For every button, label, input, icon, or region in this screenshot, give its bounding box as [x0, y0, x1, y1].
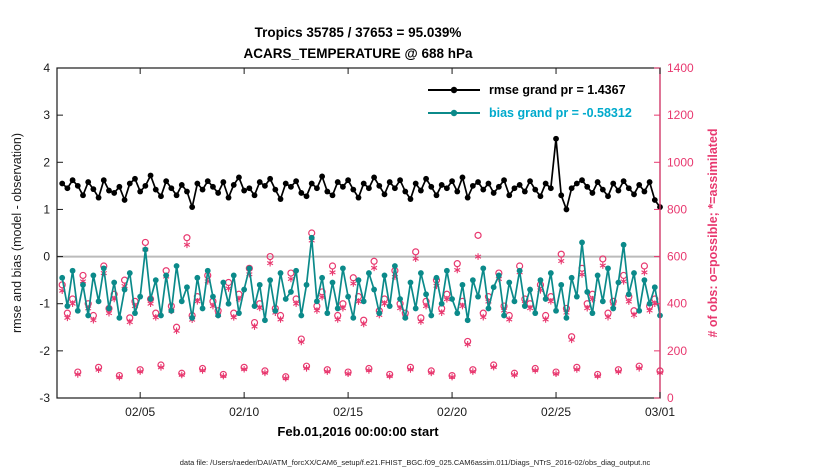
chart-title: Tropics 35785 / 37653 = 95.039% ACARS_TE…: [244, 22, 473, 64]
svg-text:03/01: 03/01: [645, 405, 675, 419]
svg-text:-1: -1: [39, 297, 50, 311]
svg-text:0: 0: [43, 250, 50, 264]
legend-label-rmse: rmse grand pr = 1.4367: [489, 82, 626, 97]
svg-text:400: 400: [667, 297, 687, 311]
legend-item-rmse: rmse grand pr = 1.4367: [428, 78, 632, 101]
rmse-line-swatch: [428, 86, 480, 93]
y-axis-label-left: rmse and bias (model - observation): [10, 132, 24, 334]
svg-text:1400: 1400: [667, 61, 694, 75]
y-axis-label-right: # of obs: o=possible; *=assimilated: [706, 128, 720, 338]
svg-text:02/15: 02/15: [333, 405, 363, 419]
svg-text:0: 0: [667, 391, 674, 405]
title-line-1: Tropics 35785 / 37653 = 95.039%: [254, 25, 462, 40]
legend-item-bias: bias grand pr = -0.58312: [428, 101, 632, 124]
svg-text:3: 3: [43, 108, 50, 122]
data-file-path: data file: /Users/raeder/DAI/ATM_forcXX/…: [179, 458, 651, 467]
svg-text:200: 200: [667, 344, 687, 358]
legend: rmse grand pr = 1.4367 bias grand pr = -…: [428, 78, 632, 124]
svg-text:02/20: 02/20: [437, 405, 467, 419]
svg-text:800: 800: [667, 202, 687, 216]
svg-text:1000: 1000: [667, 155, 694, 169]
svg-text:-3: -3: [39, 391, 50, 405]
x-axis-label: Feb.01,2016 00:00:00 start: [277, 424, 439, 439]
svg-text:-2: -2: [39, 344, 50, 358]
svg-text:600: 600: [667, 250, 687, 264]
svg-text:4: 4: [43, 61, 50, 75]
legend-label-bias: bias grand pr = -0.58312: [489, 105, 632, 120]
title-line-2: ACARS_TEMPERATURE @ 688 hPa: [243, 46, 473, 61]
bias-line-swatch: [428, 109, 480, 116]
svg-text:02/10: 02/10: [229, 405, 259, 419]
svg-text:02/05: 02/05: [125, 405, 155, 419]
svg-text:2: 2: [43, 155, 50, 169]
svg-text:1: 1: [43, 202, 50, 216]
svg-text:02/25: 02/25: [541, 405, 571, 419]
svg-text:1200: 1200: [667, 108, 694, 122]
